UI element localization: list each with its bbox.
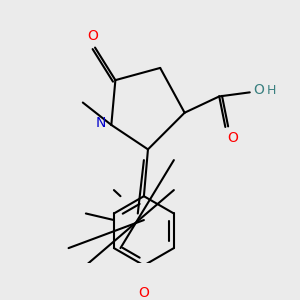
Text: N: N bbox=[96, 116, 106, 130]
Text: O: O bbox=[88, 29, 98, 43]
Text: O: O bbox=[227, 131, 238, 145]
Text: O: O bbox=[253, 83, 264, 97]
Text: O: O bbox=[139, 286, 149, 300]
Text: H: H bbox=[267, 84, 276, 97]
